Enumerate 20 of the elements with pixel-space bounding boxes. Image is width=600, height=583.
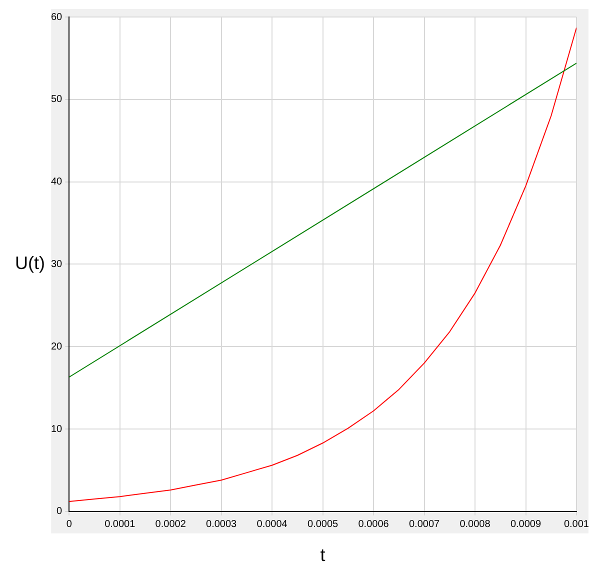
- y-tick-label: 30: [51, 258, 63, 270]
- y-axis-title: U(t): [15, 253, 45, 274]
- y-tick-label: 20: [51, 341, 63, 352]
- y-tick-label: 50: [51, 94, 63, 106]
- y-tick-label: 60: [51, 12, 63, 23]
- x-tick-label: 0.0001: [104, 519, 136, 530]
- y-tick-label: 40: [51, 176, 63, 188]
- x-tick-label: 0.0003: [206, 519, 238, 530]
- x-tick-label: 0.0007: [408, 519, 440, 530]
- x-tick-label: 0.0006: [358, 519, 390, 530]
- x-axis-title: t: [320, 545, 326, 566]
- x-tick-label: 0.001: [564, 519, 590, 530]
- x-tick-label: 0.0005: [308, 519, 339, 530]
- x-tick-label: 0: [66, 519, 72, 530]
- y-tick-label: 10: [51, 424, 63, 435]
- y-tick-label: 0: [56, 506, 63, 518]
- x-tick-label: 0.0009: [510, 519, 542, 530]
- x-tick-label: 0.0002: [155, 519, 186, 530]
- x-tick-label: 0.0004: [256, 519, 288, 530]
- x-tick-label: 0.0008: [460, 519, 491, 530]
